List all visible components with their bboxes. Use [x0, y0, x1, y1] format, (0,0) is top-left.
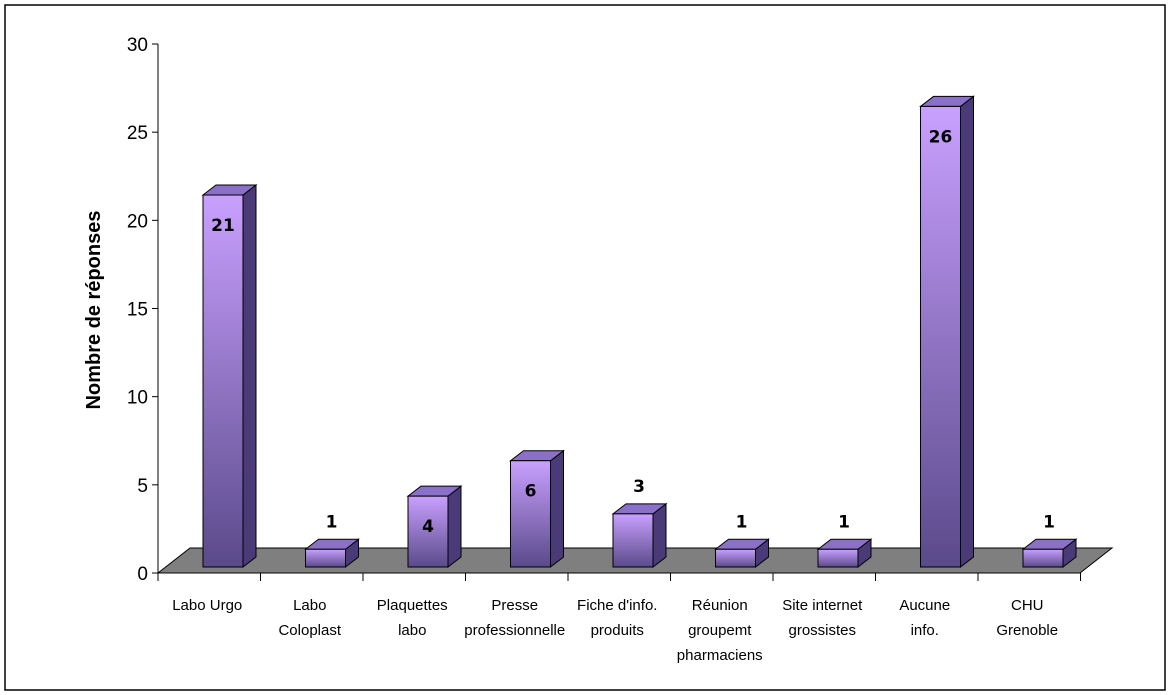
bar-side [550, 449, 564, 569]
y-tick-label: 5 [137, 476, 148, 497]
bar-front [202, 194, 244, 568]
bar [201, 183, 258, 569]
x-axis-labels: Labo Urgo Labo Coloplast Plaquettes labo Pres… [157, 573, 1081, 664]
data-label: 1 [326, 512, 338, 532]
bar [919, 95, 975, 569]
bar-side [652, 502, 667, 569]
data-label: 4 [422, 517, 434, 537]
bar-front [1022, 548, 1064, 568]
y-tick-label: 30 [127, 35, 148, 56]
y-axis-ticks: 0 5 10 15 20 25 30 [127, 35, 158, 585]
data-label: 1 [838, 512, 850, 532]
bar [509, 449, 565, 569]
bar [1021, 538, 1078, 569]
bar-front [510, 460, 551, 568]
bar-front [920, 105, 961, 568]
bar [714, 538, 770, 569]
y-tick-label: 0 [137, 564, 148, 585]
bar-front [612, 513, 654, 568]
x-category-label: Site internet grossistes [782, 597, 863, 639]
chart-frame [4, 4, 1166, 691]
bar-front [407, 495, 449, 568]
bars-group: 21 1 4 6 3 1 1 26 1 [201, 95, 1078, 569]
data-label: 1 [736, 512, 748, 532]
bar [406, 485, 463, 569]
y-tick-label: 15 [127, 300, 148, 321]
bar [611, 502, 668, 569]
data-label: 21 [211, 216, 235, 236]
y-tick-label: 25 [127, 123, 148, 144]
bar-front [715, 548, 756, 568]
bar-side [242, 183, 257, 569]
data-label: 6 [525, 482, 537, 502]
bar-front [817, 548, 859, 568]
bar-side [960, 95, 974, 569]
bar-front [305, 548, 346, 568]
data-label: 1 [1043, 512, 1055, 532]
x-category-label: CHU Grenoble [996, 597, 1058, 639]
bar [816, 538, 873, 569]
data-label: 3 [633, 477, 645, 497]
x-category-label: Presse professionnelle [464, 597, 565, 639]
x-category-label: Plaquettes labo [377, 597, 448, 639]
bar-side [447, 485, 462, 569]
data-label: 26 [929, 127, 953, 147]
bar [304, 538, 360, 569]
x-category-label: Fiche d'info. produits [577, 597, 657, 639]
y-tick-label: 20 [127, 211, 148, 232]
x-category-label: Labo Coloplast [278, 597, 341, 639]
x-category-label: Réunion groupemt pharmaciens [677, 597, 763, 664]
x-category-label: Labo Urgo [172, 597, 242, 614]
x-category-label: Aucune info. [899, 597, 950, 639]
y-tick-label: 10 [127, 388, 148, 409]
y-axis-label: Nombre de réponses [83, 211, 105, 410]
